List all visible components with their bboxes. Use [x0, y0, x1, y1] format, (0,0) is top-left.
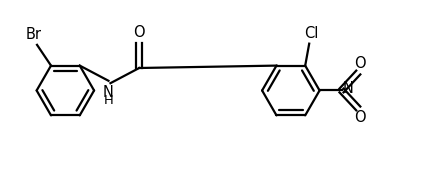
Text: Br: Br: [26, 27, 42, 42]
Text: N: N: [343, 81, 353, 96]
Text: N: N: [103, 85, 114, 100]
Text: Cl: Cl: [304, 26, 318, 41]
Text: H: H: [103, 94, 113, 107]
Text: O: O: [355, 110, 366, 125]
Text: O: O: [133, 25, 145, 40]
Text: O: O: [355, 56, 366, 70]
